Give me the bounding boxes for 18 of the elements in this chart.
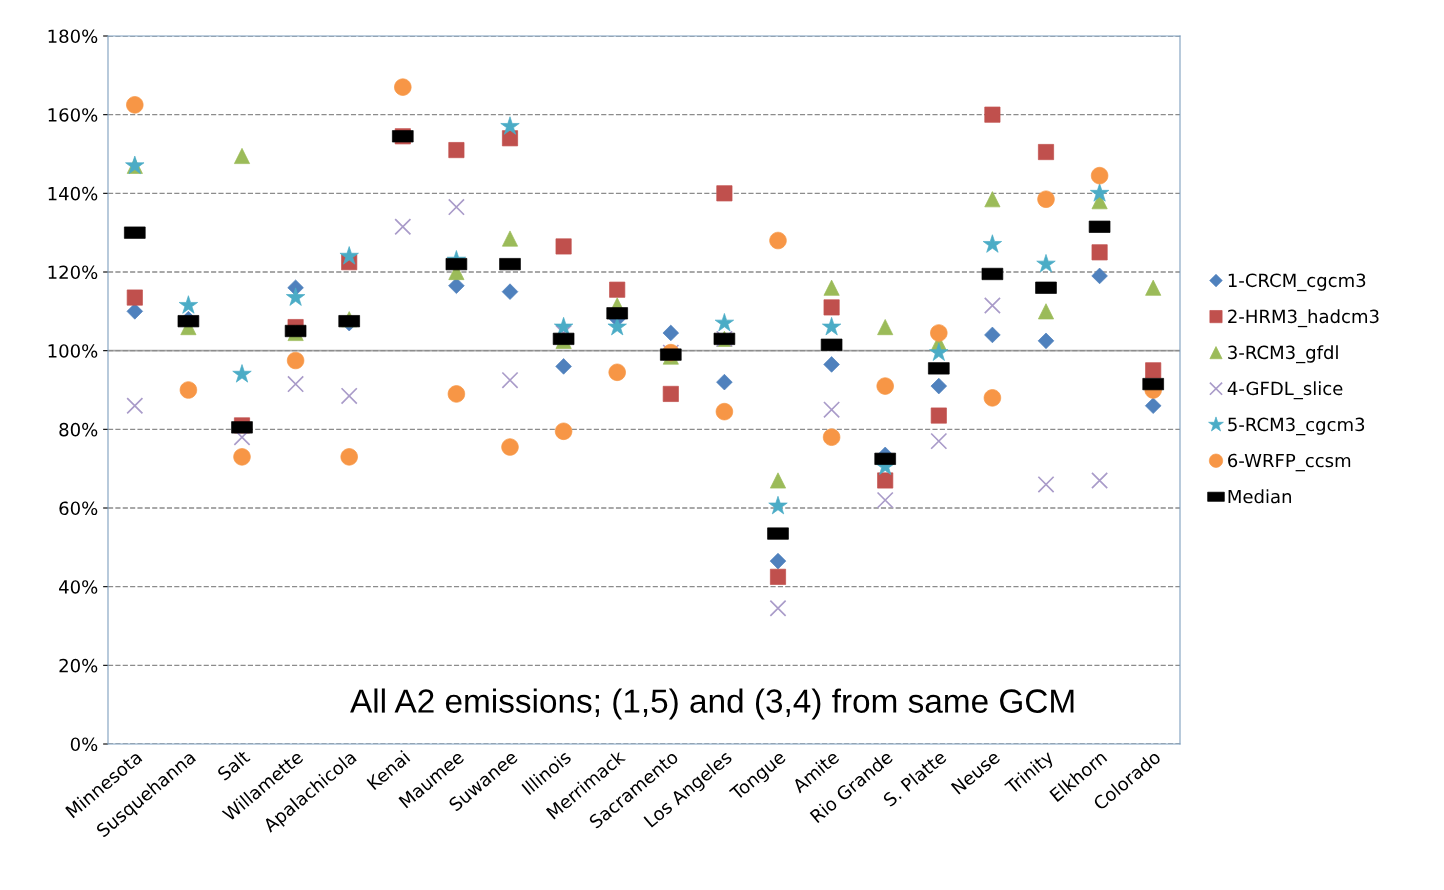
y-tick-label: 140% xyxy=(48,186,98,201)
y-tick-label: 40% xyxy=(59,580,98,594)
y-tick-label: 0% xyxy=(70,737,98,752)
y-tick-label: 100% xyxy=(48,344,98,358)
legend-label: 1-CRCM_cgcm3 xyxy=(1228,273,1366,292)
legend-label: Median xyxy=(1228,489,1291,504)
y-tick-label: 160% xyxy=(48,108,98,122)
legend-label: 2-HRM3_hadcm3 xyxy=(1228,309,1379,328)
y-tick-label: 60% xyxy=(59,501,98,516)
legend-label: 3-RCM3_gfdl xyxy=(1228,345,1338,364)
y-tick-label: 180% xyxy=(48,29,98,44)
y-tick-label: 80% xyxy=(59,422,98,437)
legend-label: 6-WRFP_ccsm xyxy=(1228,453,1351,472)
annotation: All A2 emissions; (1,5) and (3,4) from same GCM xyxy=(350,688,1074,720)
y-tick-label: 120% xyxy=(48,265,98,280)
y-tick-label: 20% xyxy=(59,658,98,673)
legend-label: 4-GFDL_slice xyxy=(1227,381,1343,400)
legend-label: 5-RCM3_cgcm3 xyxy=(1228,417,1365,436)
